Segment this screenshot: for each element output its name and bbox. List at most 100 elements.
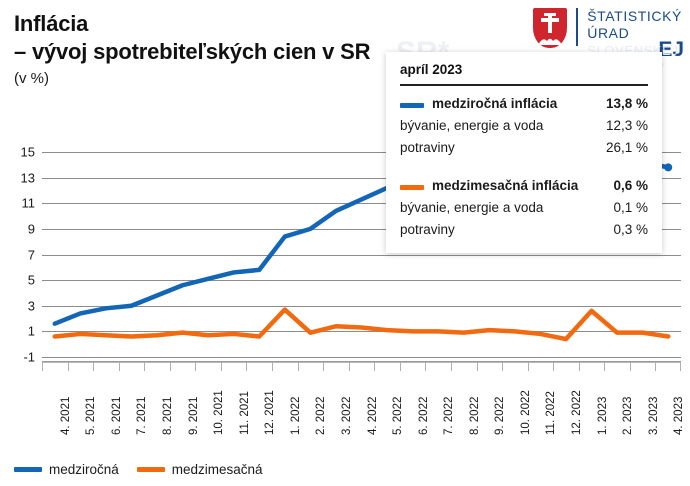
units-label: (v %) — [14, 70, 49, 87]
x-axis-tick-label: 5. 2021 — [85, 396, 98, 435]
legend-item[interactable]: medzimesačná — [136, 462, 263, 477]
y-axis-tick-label: 5 — [27, 272, 35, 288]
x-axis-tick-label: 3. 2023 — [647, 396, 660, 435]
data-tooltip[interactable]: apríl 2023 medziročná inflácia 13,8 % býva… — [386, 52, 662, 253]
tooltip-series-label: medzimesačná inflácia — [432, 177, 579, 193]
x-axis-tick-label: 7. 2022 — [443, 396, 456, 435]
highlighted-data-point[interactable] — [664, 163, 673, 172]
y-axis-tick-label: -1 — [23, 349, 35, 365]
y-axis-tick-label: 1 — [27, 323, 35, 339]
x-axis-tick-label: 4. 2021 — [59, 396, 72, 435]
tooltip-detail-value: 26,1 % — [605, 139, 648, 155]
y-axis-tick-label: 3 — [27, 298, 35, 314]
tooltip-detail-row: potraviny 26,1 % — [400, 137, 648, 159]
y-axis-tick-label: 9 — [27, 221, 35, 237]
x-axis-tick-label: 7. 2021 — [136, 396, 149, 435]
tooltip-detail-row: bývanie, energie a voda 0,1 % — [400, 197, 648, 219]
tooltip-series-label: medziročná inflácia — [432, 95, 558, 111]
x-axis-tick — [169, 362, 171, 371]
tooltip-series-value: 0,6 % — [613, 177, 648, 193]
x-axis-tick-label: 3. 2022 — [340, 396, 353, 435]
x-axis-tick — [604, 362, 606, 371]
y-axis-tick-label: 7 — [27, 247, 35, 262]
chart-title-block: Inflácia – vývoj spotrebiteľských cien v… — [14, 10, 370, 90]
tooltip-detail-value: 0,3 % — [613, 221, 648, 237]
gridline — [42, 357, 681, 358]
x-axis-tick — [220, 362, 222, 371]
chart-legend: medziročná medzimesačná — [14, 462, 263, 477]
x-axis-tick-label: 10. 2022 — [519, 390, 532, 435]
x-axis-tick — [399, 362, 401, 371]
tooltip-series-header: medzimesačná inflácia 0,6 % — [400, 175, 648, 197]
x-axis-tick — [93, 362, 95, 371]
x-axis-tick-label: 4. 2022 — [366, 396, 379, 435]
x-axis-tick-label: 11. 2021 — [238, 391, 251, 435]
x-axis-tick — [450, 362, 452, 371]
page-title: Inflácia — [14, 11, 89, 36]
x-axis-tick-label: 9. 2021 — [187, 396, 200, 435]
tooltip-series-header: medziročná inflácia 13,8 % — [400, 93, 648, 115]
tooltip-detail-row: bývanie, energie a voda 12,3 % — [400, 115, 648, 137]
gridline — [42, 177, 681, 179]
tooltip-detail-label: bývanie, energie a voda — [400, 199, 544, 215]
x-axis-tick-label: 6. 2021 — [110, 396, 123, 435]
x-axis-ticks — [42, 362, 681, 371]
x-axis-tick-label: 12. 2021 — [264, 390, 277, 435]
x-axis-line — [42, 361, 681, 362]
x-axis-tick — [118, 362, 120, 371]
tooltip-divider — [400, 84, 648, 86]
x-axis-tick-label: 2. 2022 — [315, 396, 328, 435]
x-axis-tick-label: 8. 2021 — [162, 396, 175, 435]
gridline — [42, 331, 681, 333]
series-line-medzimesačná — [52, 307, 671, 342]
x-axis-tick — [502, 362, 504, 371]
tooltip-detail-value: 12,3 % — [605, 117, 648, 133]
x-axis-tick-label: 9. 2022 — [494, 396, 507, 435]
tooltip-detail-value: 0,1 % — [613, 199, 648, 215]
x-axis-tick — [195, 362, 197, 371]
page-title-tail: EJ — [658, 38, 684, 61]
gridline — [42, 280, 681, 282]
legend-color-swatch — [136, 467, 165, 472]
x-axis-tick-label: 10. 2021 — [213, 390, 226, 435]
tooltip-color-swatch — [400, 102, 424, 108]
x-axis-tick — [527, 362, 529, 371]
x-axis-tick — [42, 362, 43, 371]
x-axis-tick-label: 1. 2022 — [289, 396, 302, 435]
legend-label: medzimesačná — [171, 462, 263, 477]
x-axis-tick — [67, 362, 69, 371]
x-axis-tick — [374, 362, 376, 371]
x-axis-tick — [272, 362, 274, 371]
x-axis-tick-label: 4. 2023 — [673, 396, 686, 435]
x-axis-tick-label: 1. 2023 — [596, 396, 609, 435]
gridline — [42, 228, 681, 230]
legend-item[interactable]: medziročná — [14, 462, 119, 477]
hills-icon — [538, 38, 563, 45]
slovak-coat-of-arms-icon — [533, 8, 568, 48]
x-axis-tick — [297, 362, 299, 371]
x-axis-tick-label: 12. 2022 — [570, 390, 583, 435]
x-axis-tick — [246, 362, 248, 371]
tooltip-color-swatch — [400, 184, 424, 190]
x-axis-tick — [578, 362, 580, 371]
logo-line-2: ÚRAD — [587, 25, 630, 41]
x-axis-tick-label: 5. 2022 — [392, 396, 405, 435]
x-axis-labels: 4. 2021 5. 2021 6. 2021 7. 2021 8. 2021 9. 20… — [42, 373, 685, 439]
x-axis-tick — [476, 362, 478, 371]
gridlines — [42, 130, 681, 362]
gridline — [42, 203, 681, 205]
legend-label: medziročná — [49, 462, 119, 477]
tooltip-detail-label: potraviny — [400, 139, 455, 155]
tooltip-title: apríl 2023 — [400, 62, 463, 77]
x-axis-tick — [144, 362, 146, 371]
x-axis-tick — [323, 362, 325, 371]
x-axis-tick-label: 2. 2023 — [622, 396, 635, 435]
logo-line-1: ŠTATISTICKÝ — [587, 8, 682, 24]
tooltip-detail-row: potraviny 0,3 % — [400, 219, 648, 241]
x-axis-tick — [680, 362, 681, 371]
tick-baseline — [42, 362, 681, 363]
legend-color-swatch — [14, 467, 42, 472]
x-axis-tick — [425, 362, 427, 371]
tooltip-detail-label: bývanie, energie a voda — [400, 117, 544, 133]
